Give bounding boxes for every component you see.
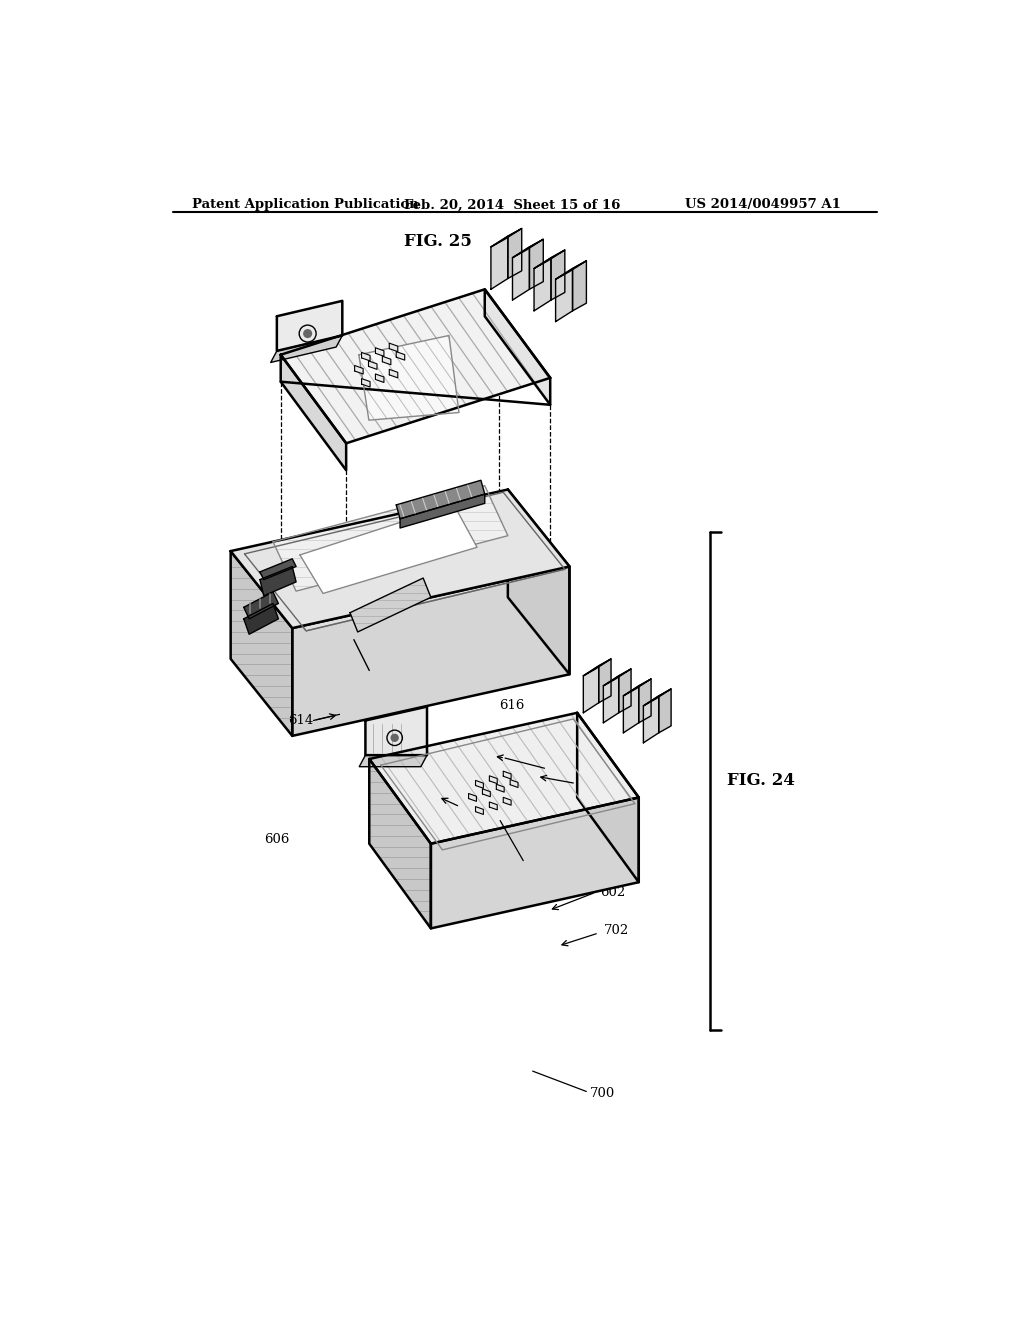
Polygon shape [376,347,384,356]
Polygon shape [529,239,544,289]
Polygon shape [300,506,477,594]
Polygon shape [643,696,658,743]
Polygon shape [603,676,618,723]
Polygon shape [556,268,572,322]
Circle shape [391,734,398,742]
Polygon shape [292,566,569,737]
Polygon shape [270,335,342,363]
Polygon shape [281,355,346,470]
Text: Feb. 20, 2014  Sheet 15 of 16: Feb. 20, 2014 Sheet 15 of 16 [403,198,621,211]
Polygon shape [572,261,587,312]
Polygon shape [244,591,279,619]
Polygon shape [578,713,639,882]
Polygon shape [273,486,508,591]
Polygon shape [361,379,370,387]
Polygon shape [230,552,292,737]
Polygon shape [370,713,639,843]
Polygon shape [396,480,484,519]
Polygon shape [396,351,404,360]
Polygon shape [497,784,504,792]
Text: 600: 600 [541,774,566,787]
Polygon shape [584,665,599,713]
Polygon shape [503,797,511,805]
Text: 612: 612 [374,836,398,847]
Text: 614: 614 [289,714,313,727]
Polygon shape [350,578,431,632]
Polygon shape [276,301,342,351]
Polygon shape [489,803,498,810]
Polygon shape [624,678,651,696]
Polygon shape [361,352,370,360]
Text: US 2014/0049957 A1: US 2014/0049957 A1 [685,198,841,211]
Polygon shape [376,374,384,383]
Polygon shape [389,343,397,351]
Text: 608: 608 [460,800,485,813]
Text: 610: 610 [580,777,605,789]
Polygon shape [475,807,483,814]
Polygon shape [354,366,364,374]
Polygon shape [599,659,611,702]
Polygon shape [489,776,498,784]
Polygon shape [584,659,611,676]
Text: FIG. 24: FIG. 24 [727,772,795,789]
Text: 700: 700 [590,1086,614,1100]
Polygon shape [358,335,459,420]
Polygon shape [382,356,391,364]
Text: 606: 606 [264,833,290,846]
Polygon shape [245,492,565,631]
Polygon shape [369,360,377,370]
Polygon shape [484,289,550,405]
Circle shape [304,330,311,338]
Polygon shape [508,490,569,675]
Text: 602: 602 [600,886,625,899]
Polygon shape [260,566,296,595]
Text: Patent Application Publication: Patent Application Publication [193,198,419,211]
Polygon shape [624,686,639,733]
Polygon shape [469,793,476,801]
Polygon shape [389,370,397,378]
Polygon shape [359,755,427,767]
Polygon shape [244,603,279,635]
Polygon shape [618,669,631,713]
Polygon shape [281,289,550,444]
Polygon shape [475,780,483,788]
Polygon shape [658,689,671,733]
Polygon shape [431,797,639,928]
Polygon shape [366,706,427,755]
Text: FIG. 25: FIG. 25 [404,234,472,251]
Polygon shape [400,494,484,528]
Polygon shape [551,249,565,300]
Polygon shape [490,236,508,289]
Polygon shape [482,789,490,797]
Text: 604: 604 [549,756,573,770]
Polygon shape [230,490,569,628]
Polygon shape [639,678,651,723]
Polygon shape [643,689,671,706]
Polygon shape [260,558,296,579]
Polygon shape [370,759,431,928]
Polygon shape [512,239,544,257]
Polygon shape [512,247,529,300]
Text: 702: 702 [603,924,629,937]
Polygon shape [535,257,551,312]
Polygon shape [508,228,521,279]
Polygon shape [503,771,511,779]
Polygon shape [510,780,518,788]
Text: 616: 616 [500,698,525,711]
Polygon shape [535,249,565,268]
Polygon shape [490,228,521,247]
Polygon shape [556,261,587,280]
Polygon shape [603,669,631,686]
